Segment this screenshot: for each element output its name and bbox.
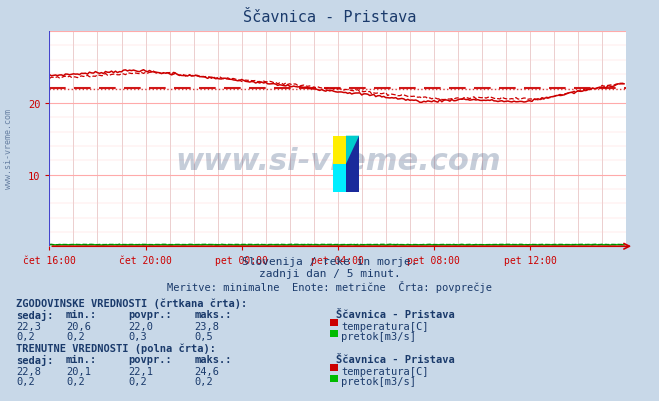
- Text: 0,2: 0,2: [16, 332, 35, 342]
- Text: 22,3: 22,3: [16, 321, 42, 331]
- Text: 23,8: 23,8: [194, 321, 219, 331]
- Text: 0,3: 0,3: [129, 332, 147, 342]
- Text: ZGODOVINSKE VREDNOSTI (črtkana črta):: ZGODOVINSKE VREDNOSTI (črtkana črta):: [16, 298, 248, 308]
- Text: temperatura[C]: temperatura[C]: [341, 321, 429, 331]
- Text: povpr.:: povpr.:: [129, 310, 172, 320]
- Text: pretok[m3/s]: pretok[m3/s]: [341, 377, 416, 387]
- Text: 24,6: 24,6: [194, 366, 219, 376]
- Text: Ščavnica - Pristava: Ščavnica - Pristava: [243, 10, 416, 25]
- Text: 0,2: 0,2: [16, 377, 35, 387]
- Text: 0,5: 0,5: [194, 332, 213, 342]
- Text: 0,2: 0,2: [194, 377, 213, 387]
- Text: 0,2: 0,2: [66, 332, 84, 342]
- Text: Meritve: minimalne  Enote: metrične  Črta: povprečje: Meritve: minimalne Enote: metrične Črta:…: [167, 281, 492, 293]
- Text: zadnji dan / 5 minut.: zadnji dan / 5 minut.: [258, 269, 401, 279]
- Text: maks.:: maks.:: [194, 310, 232, 320]
- Text: min.:: min.:: [66, 310, 97, 320]
- Text: Ščavnica - Pristava: Ščavnica - Pristava: [336, 354, 455, 365]
- Text: www.si-vreme.com: www.si-vreme.com: [175, 146, 501, 175]
- Text: Slovenija / reke in morje.: Slovenija / reke in morje.: [242, 257, 417, 267]
- Text: maks.:: maks.:: [194, 354, 232, 365]
- Text: sedaj:: sedaj:: [16, 310, 54, 320]
- Text: Ščavnica - Pristava: Ščavnica - Pristava: [336, 310, 455, 320]
- Text: 22,0: 22,0: [129, 321, 154, 331]
- Text: 20,6: 20,6: [66, 321, 91, 331]
- Text: 20,1: 20,1: [66, 366, 91, 376]
- Text: 22,1: 22,1: [129, 366, 154, 376]
- Text: 0,2: 0,2: [129, 377, 147, 387]
- Text: TRENUTNE VREDNOSTI (polna črta):: TRENUTNE VREDNOSTI (polna črta):: [16, 343, 216, 353]
- Text: sedaj:: sedaj:: [16, 354, 54, 365]
- Text: temperatura[C]: temperatura[C]: [341, 366, 429, 376]
- Text: min.:: min.:: [66, 354, 97, 365]
- Text: povpr.:: povpr.:: [129, 354, 172, 365]
- Text: pretok[m3/s]: pretok[m3/s]: [341, 332, 416, 342]
- Text: 22,8: 22,8: [16, 366, 42, 376]
- Text: 0,2: 0,2: [66, 377, 84, 387]
- Text: www.si-vreme.com: www.si-vreme.com: [4, 108, 13, 188]
